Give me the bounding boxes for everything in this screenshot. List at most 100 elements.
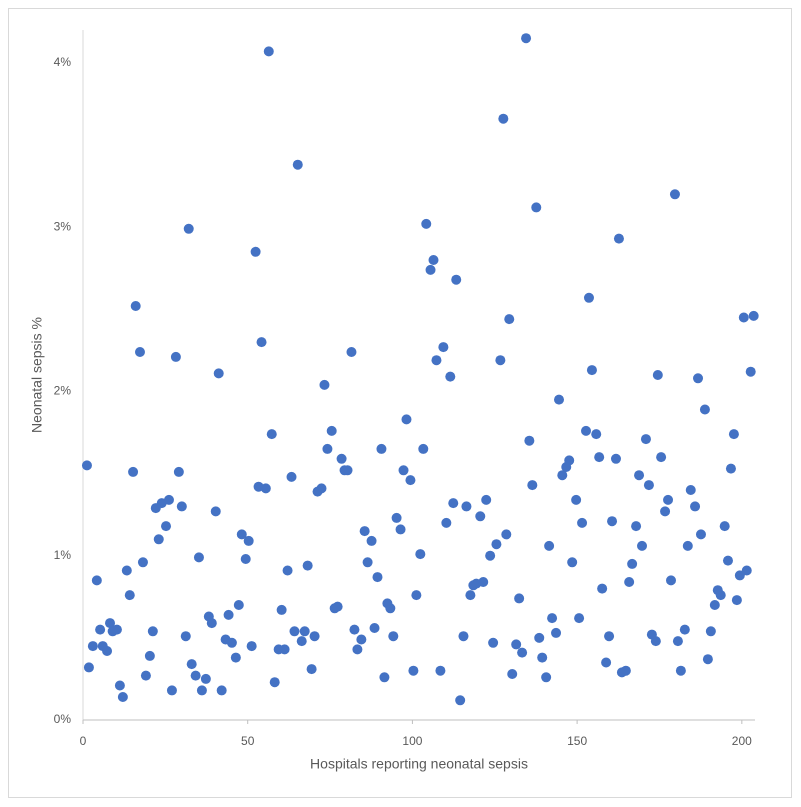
scatter-point (731, 595, 742, 606)
scatter-point (682, 540, 693, 551)
scatter-point (362, 557, 373, 568)
scatter-point (679, 624, 690, 635)
scatter-point (745, 366, 756, 377)
scatter-point (200, 673, 211, 684)
x-tick-label: 50 (241, 734, 255, 748)
scatter-point (495, 355, 506, 366)
scatter-point (246, 641, 257, 652)
scatter-point (319, 379, 330, 390)
scatter-point (498, 113, 509, 124)
scatter-point (537, 652, 548, 663)
scatter-point (541, 672, 552, 683)
scatter-point (624, 577, 635, 587)
scatter-point (734, 570, 745, 581)
scatter-point (193, 552, 204, 563)
scatter-point (405, 475, 416, 486)
scatter-point (551, 627, 562, 638)
scatter-point (144, 650, 155, 661)
scatter-point (372, 572, 383, 583)
scatter-point (425, 264, 436, 275)
scatter-point (346, 347, 357, 357)
scatter-point (415, 549, 426, 560)
scatter-point (748, 310, 759, 321)
scatter-point (230, 652, 241, 663)
scatter-point (385, 603, 396, 614)
scatter-point (266, 429, 277, 440)
scatter-point (356, 634, 367, 645)
scatter-point (435, 665, 446, 676)
scatter-point (173, 466, 184, 477)
scatter-point (478, 577, 489, 587)
scatter-point (286, 471, 297, 482)
scatter-point (702, 654, 713, 665)
scatter-point (243, 535, 254, 546)
chart-frame (8, 8, 792, 798)
scatter-point (634, 470, 645, 481)
scatter-point (715, 590, 726, 601)
scatter-point (501, 529, 512, 540)
scatter-point (282, 565, 293, 576)
scatter-point (695, 529, 706, 540)
scatter-point (705, 626, 716, 637)
scatter-point (376, 443, 387, 454)
scatter-point (627, 558, 638, 569)
scatter-point (650, 636, 661, 647)
scatter-point (147, 626, 158, 637)
scatter-point (408, 665, 419, 676)
scatter-point (140, 670, 151, 681)
scatter-point (260, 483, 271, 494)
scatter-point (105, 618, 116, 629)
scatter-point (672, 636, 683, 647)
scatter-point (586, 365, 597, 376)
scatter-point (128, 466, 139, 477)
scatter-point (83, 662, 94, 673)
scatter-point (316, 483, 327, 494)
scatter-point (236, 529, 247, 540)
scatter-point (699, 404, 710, 415)
scatter-point (359, 526, 370, 537)
x-tick-label: 200 (732, 734, 752, 748)
scatter-point (114, 680, 125, 691)
y-axis-label: Neonatal sepsis % (29, 317, 45, 433)
scatter-point (597, 583, 608, 594)
scatter-point (428, 255, 439, 265)
scatter-point (461, 501, 472, 512)
scatter-point (210, 506, 221, 517)
scatter-point (557, 470, 568, 481)
scatter-point (401, 414, 412, 425)
scatter-point (438, 342, 449, 353)
scatter-point (741, 565, 752, 576)
scatter-point (728, 429, 739, 440)
scatter-point (418, 443, 429, 454)
scatter-point (180, 631, 191, 642)
y-tick-label: 0% (54, 712, 72, 726)
scatter-point (465, 590, 476, 601)
scatter-point (544, 540, 555, 551)
scatter-point (369, 623, 380, 633)
scatter-point (640, 434, 651, 445)
scatter-point (690, 501, 701, 512)
scatter-point (574, 613, 585, 624)
scatter-point (379, 672, 390, 683)
scatter-point (391, 512, 402, 523)
scatter-point (601, 657, 612, 668)
scatter-point (607, 516, 618, 527)
scatter-point (81, 460, 92, 471)
scatter-point (583, 292, 594, 303)
scatter-point (306, 664, 317, 675)
scatter-point (124, 590, 135, 601)
scatter-point (223, 609, 234, 620)
y-tick-label: 2% (54, 384, 72, 398)
scatter-point (738, 312, 749, 323)
scatter-point (441, 517, 452, 528)
y-tick-label: 3% (54, 219, 72, 233)
scatter-point (669, 189, 680, 200)
scatter-point (240, 554, 251, 564)
scatter-point (206, 618, 217, 629)
scatter-point (656, 452, 667, 463)
y-tick-label: 1% (54, 548, 72, 562)
scatter-point (693, 373, 704, 384)
scatter-point (431, 355, 442, 366)
scatter-point (137, 557, 148, 568)
scatter-point (352, 644, 363, 655)
